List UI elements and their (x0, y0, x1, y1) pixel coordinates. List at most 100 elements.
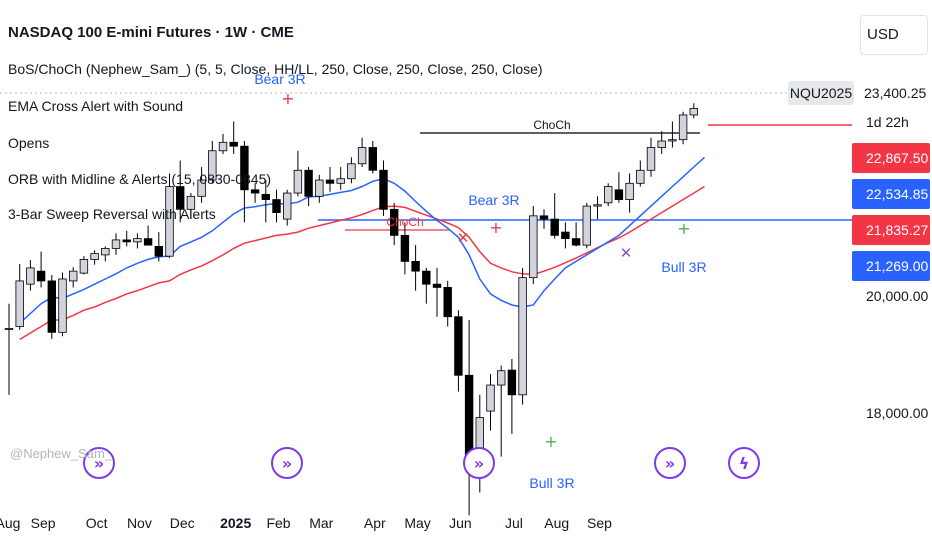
candle (175, 160, 185, 223)
candle (347, 157, 356, 184)
candle (325, 167, 335, 192)
time-tick-label: 2025 (220, 515, 251, 531)
author-watermark: @Nephew_Sam_ (10, 446, 113, 461)
candle-body (539, 215, 549, 220)
time-tick-label: Aug (0, 515, 20, 531)
candle (101, 246, 110, 262)
candle-body (379, 169, 388, 210)
earnings-event-icon[interactable]: » (463, 447, 495, 479)
candle (593, 196, 602, 220)
chart-title: NASDAQ 100 E-mini Futures · 1W · CME (8, 24, 294, 41)
candle (218, 133, 228, 155)
price-badge-text: 22,867.50 (866, 150, 928, 166)
candle-body (143, 238, 153, 246)
event-glyph: » (94, 454, 104, 473)
currency-selector[interactable]: USD (860, 15, 928, 55)
annotation-label: Bear 3R (254, 71, 305, 87)
price-badge: 22,534.85 (852, 179, 930, 209)
candle-body (668, 139, 677, 142)
time-axis[interactable]: Aug Sep Oct Nov Dec 2025 Feb Mar Apr May Jun Jul Aug… (0, 515, 612, 531)
event-icons[interactable]: » » » » ϟ (83, 447, 760, 479)
candle (657, 131, 666, 155)
event-circle (728, 447, 760, 479)
candle-body (304, 169, 313, 197)
candle (411, 245, 420, 291)
candle-body (58, 278, 67, 333)
candle (571, 222, 581, 247)
candle-body (229, 141, 238, 147)
candle (272, 189, 281, 223)
time-tick-label: Jul (505, 515, 523, 531)
candle-body (293, 169, 303, 194)
candle (15, 263, 24, 330)
time-tick-label: Aug (544, 515, 569, 531)
bar-countdown: 1d 22h (866, 114, 909, 130)
candle-body (357, 147, 367, 165)
event-circle (654, 447, 686, 479)
annotation-label: ChoCh (533, 118, 570, 132)
price-badge-bg (852, 215, 930, 245)
candle-body (79, 259, 89, 274)
annotation-label: Bull 3R (529, 475, 574, 491)
indicator-legend-sweep[interactable]: 3-Bar Sweep Reversal with Alerts (8, 206, 216, 222)
candle (69, 267, 78, 288)
candle (26, 260, 35, 291)
candle (122, 230, 131, 247)
candle (186, 193, 196, 220)
annotation-label: Bear 3R (468, 192, 519, 208)
candle (561, 222, 570, 249)
bear-cross-marker: ✕ (457, 229, 470, 247)
dividend-event-icon[interactable]: ϟ (728, 447, 760, 479)
indicator-legend-orb[interactable]: ORB with Midline & Alerts (15, 0830-0845… (8, 171, 272, 187)
signal-markers: + ✕ + ✕ + + (281, 89, 690, 451)
event-circle (83, 447, 115, 479)
price-badge-text: 21,269.00 (866, 258, 928, 274)
candle-body (101, 247, 110, 256)
candle (400, 222, 410, 275)
candle (336, 167, 345, 190)
time-tick-label: Sep (31, 515, 56, 531)
candle-body (625, 182, 634, 200)
ema-slow-line (19, 185, 705, 341)
candle-body (272, 199, 281, 213)
candle-body (604, 186, 613, 204)
candle (357, 137, 367, 168)
candle-body (69, 270, 78, 282)
candle (282, 189, 292, 226)
price-badge-text: 21,835.27 (866, 222, 928, 238)
candle (133, 233, 142, 249)
price-badge-bg (852, 143, 930, 173)
candle (90, 250, 99, 265)
indicator-legend-opens[interactable]: Opens (8, 135, 50, 151)
candle-body (165, 186, 174, 257)
price-tick-label: 18,000.00 (866, 405, 928, 421)
indicator-legend-ema-cross[interactable]: EMA Cross Alert with Sound (8, 98, 184, 114)
price-badge: 21,835.27 (852, 215, 930, 245)
candle-body (636, 169, 645, 184)
candle-body (368, 147, 377, 171)
event-glyph: » (282, 454, 292, 473)
candle-body (240, 145, 249, 191)
candle-body (175, 186, 185, 210)
candle (293, 150, 303, 197)
candle (143, 225, 153, 246)
earnings-event-icon[interactable]: » (654, 447, 686, 479)
candle-body (208, 150, 217, 181)
candle (496, 365, 506, 457)
price-axis[interactable]: 23,400.25 22,867.50 22,534.85 21,835.27 21,2… (852, 0, 932, 550)
candle (250, 183, 260, 203)
candle-body (250, 189, 260, 194)
candle (304, 167, 313, 207)
candle-body (111, 239, 121, 249)
time-tick-label: Sep (587, 515, 612, 531)
price-badge-bg (852, 251, 930, 281)
candle-body (486, 384, 495, 412)
event-glyph: » (474, 454, 484, 473)
indicator-legend-bos-choch[interactable]: BoS/ChoCh (Nephew_Sam_) (5, 5, Close, HH… (8, 61, 543, 77)
candle-body (90, 253, 99, 260)
earnings-event-icon[interactable]: » (83, 447, 115, 479)
earnings-event-icon[interactable]: » (271, 447, 303, 479)
candle (454, 310, 463, 392)
bear-plus-marker: + (489, 218, 502, 237)
